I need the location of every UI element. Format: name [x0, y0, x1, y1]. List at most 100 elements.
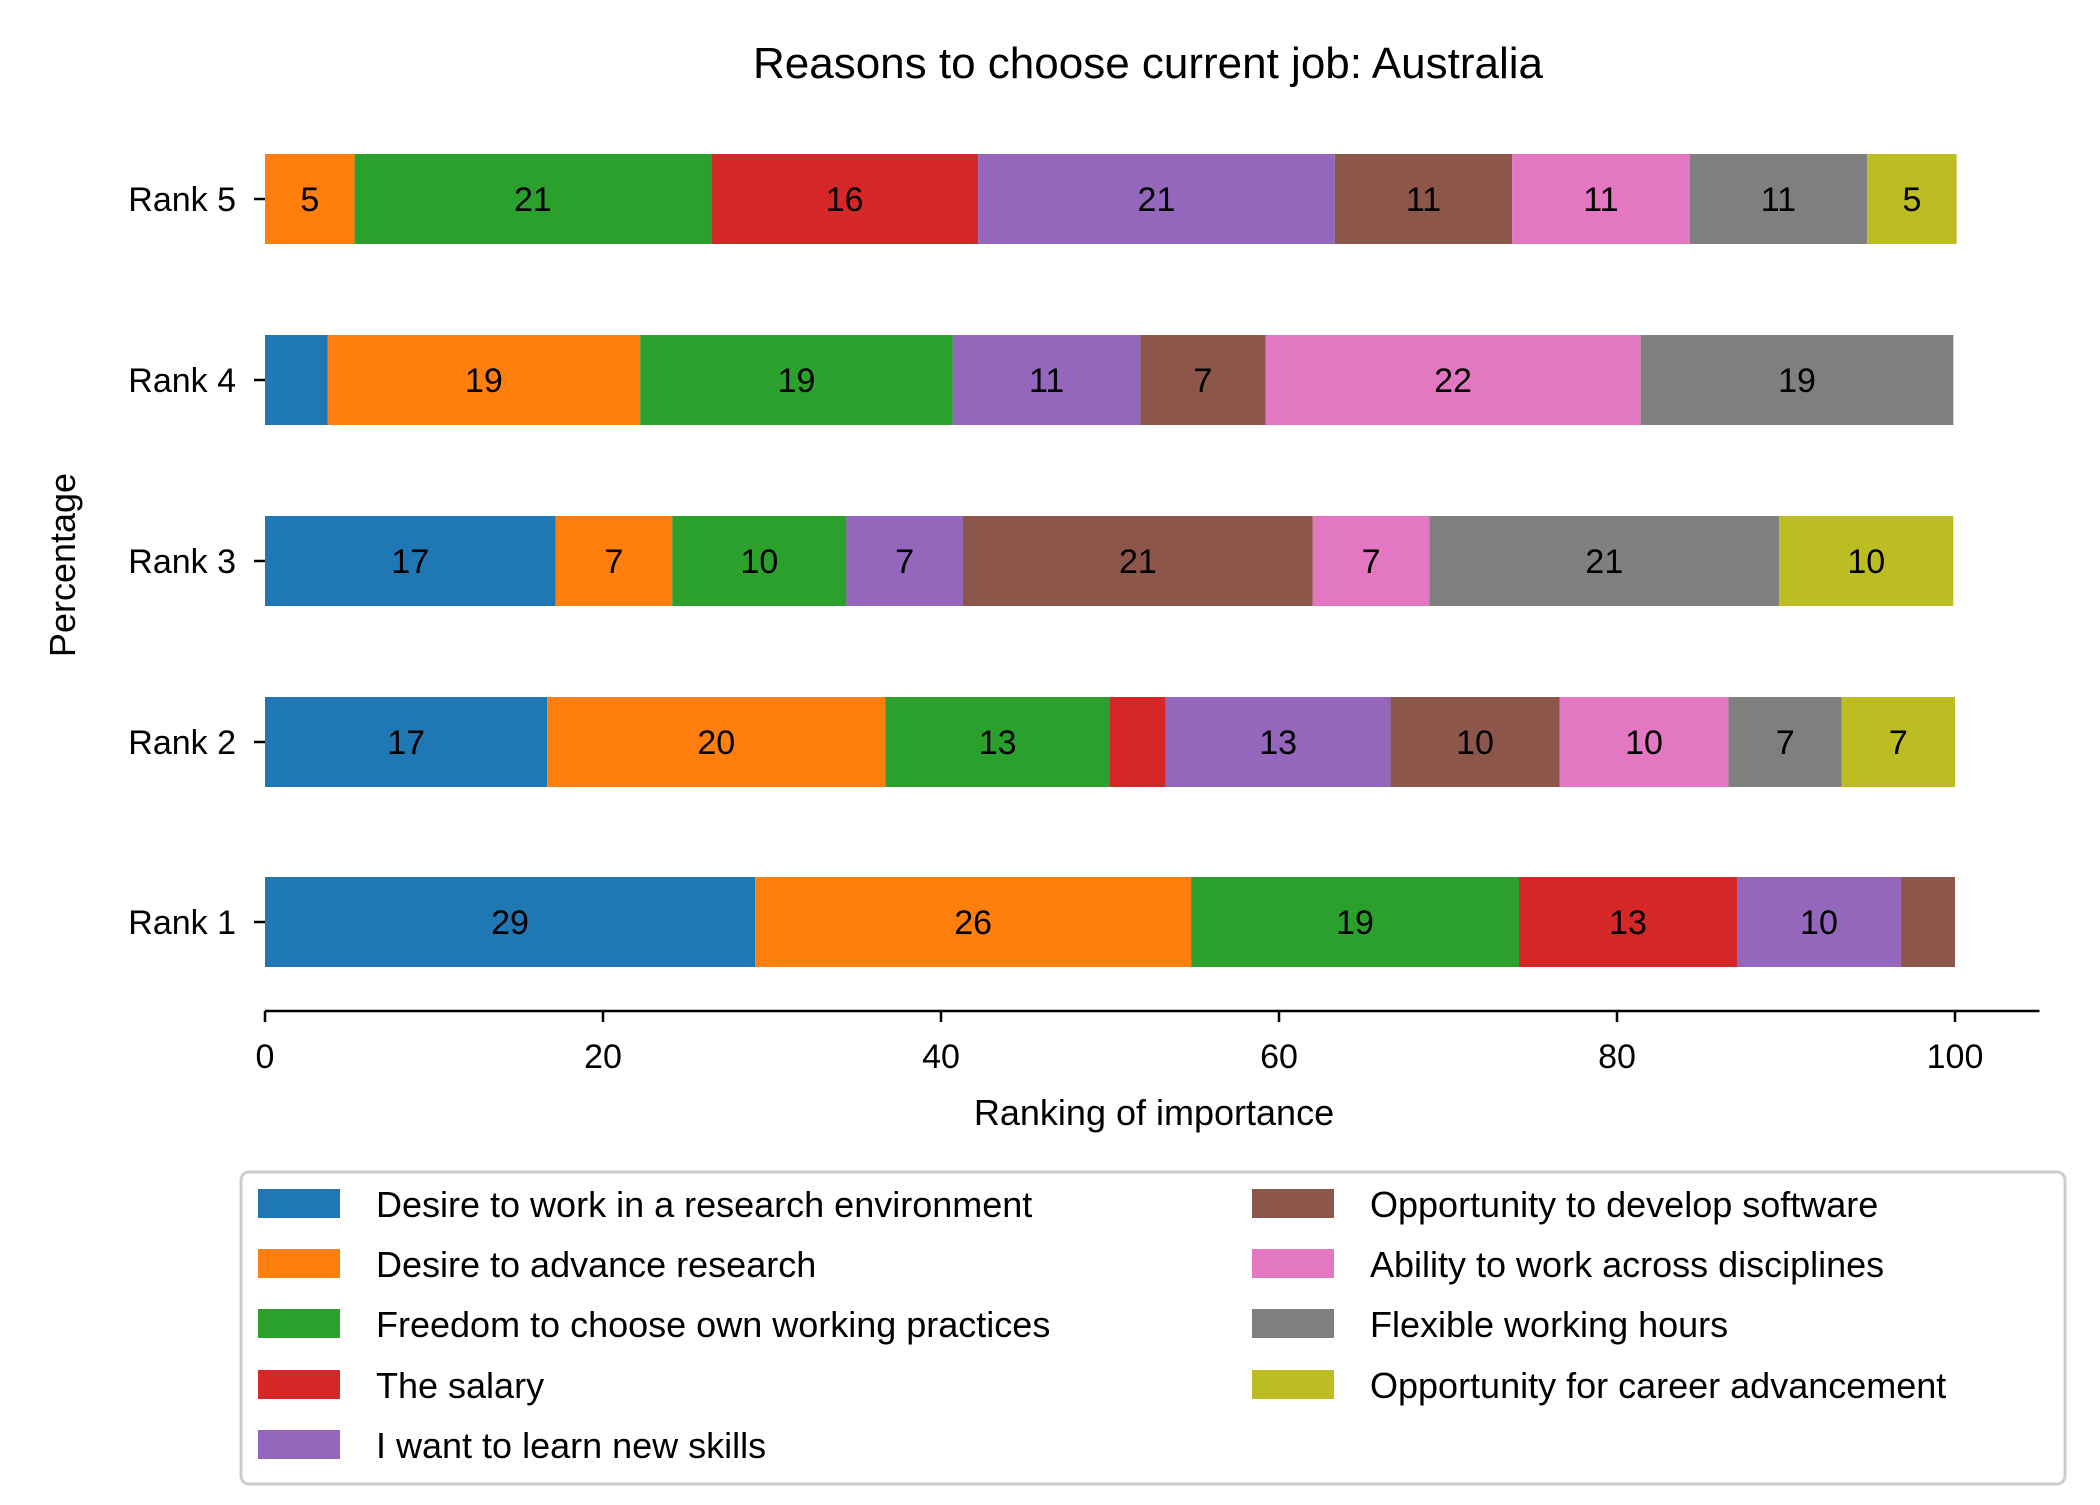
bar-data-label: 5 [300, 181, 319, 219]
y-tick-label: Rank 5 [128, 181, 236, 219]
bar-segment [265, 516, 556, 606]
y-tick-label: Rank 4 [128, 362, 236, 400]
bar-data-label: 13 [1259, 724, 1297, 762]
bar-data-label: 20 [697, 724, 735, 762]
bar-data-label: 19 [1336, 904, 1374, 942]
bar-segment [962, 516, 1313, 606]
x-axis-label: Ranking of importance [974, 1092, 1334, 1133]
bar-data-label: 10 [1800, 904, 1838, 942]
legend-swatch [1252, 1189, 1334, 1218]
bar-labels-group: 29 26 19 13 10 17 20 13 13 10 10 7 7 17 7 10 7 21 7 21 10 19 1… [300, 181, 1921, 942]
legend-swatch [1252, 1370, 1334, 1399]
legend-entry-label: Desire to work in a research environment [376, 1184, 1032, 1225]
bar-data-label: 7 [1889, 724, 1908, 762]
legend-swatch [1252, 1249, 1334, 1278]
bar-segment [1110, 697, 1166, 787]
bar-segment [952, 335, 1141, 425]
y-axis: Rank 1 Rank 2 Rank 3 Rank 4 Rank 5 [128, 181, 265, 942]
bar-data-label: 13 [1609, 904, 1647, 942]
bar-segment [711, 154, 979, 244]
legend-frame [239, 1170, 2067, 1486]
x-tick-label: 0 [256, 1038, 275, 1076]
bar-segment [1334, 154, 1513, 244]
bar-data-label: 10 [1456, 724, 1494, 762]
bar-data-label: 16 [826, 181, 864, 219]
legend-entry-label: Ability to work across disciplines [1370, 1244, 1884, 1285]
y-tick-label: Rank 2 [128, 724, 236, 762]
legend-entry-label: Desire to advance research [376, 1244, 816, 1285]
x-tick-label: 60 [1260, 1038, 1298, 1076]
bar-segment [1728, 697, 1842, 787]
bar-data-label: 10 [1847, 543, 1885, 581]
bar-segment [846, 516, 963, 606]
legend-entry-label: Opportunity to develop software [1370, 1184, 1878, 1225]
legend-swatch [258, 1309, 340, 1338]
x-tick-label: 100 [1927, 1038, 1984, 1076]
legend: Desire to work in a research environment… [239, 1170, 2067, 1486]
legend-entry-label: I want to learn new skills [376, 1425, 766, 1466]
y-tick-label: Rank 3 [128, 543, 236, 581]
bar-segment [265, 154, 355, 244]
bar-segment [640, 335, 953, 425]
bar-data-label: 26 [954, 904, 992, 942]
bar-segment [1559, 697, 1729, 787]
bar-segment [265, 335, 328, 425]
bar-data-label: 10 [1625, 724, 1663, 762]
legend-items: Desire to work in a research environment… [258, 1184, 1946, 1466]
bar-data-label: 21 [1119, 543, 1157, 581]
bar-data-label: 7 [1776, 724, 1795, 762]
bar-data-label: 21 [1585, 543, 1623, 581]
x-axis: 0 20 40 60 80 100 [256, 1009, 2040, 1076]
bar-segment [1518, 877, 1737, 967]
bar-segment [672, 516, 847, 606]
chart-title: Reasons to choose current job: Australia [753, 39, 1544, 88]
bar-data-label: 5 [1902, 181, 1921, 219]
bar-data-label: 10 [740, 543, 778, 581]
bar-segment [1841, 697, 1955, 787]
bar-data-label: 7 [1362, 543, 1381, 581]
bar-segment [265, 697, 548, 787]
bar-data-label: 7 [895, 543, 914, 581]
bar-segment [885, 697, 1110, 787]
bar-segment [1265, 335, 1641, 425]
bar-data-label: 7 [605, 543, 624, 581]
bar-segment [547, 697, 886, 787]
bar-data-label: 11 [1406, 181, 1441, 219]
legend-swatch [258, 1189, 340, 1218]
bar-data-label: 17 [387, 724, 425, 762]
bar-segment [1312, 516, 1430, 606]
y-axis-label: Percentage [42, 473, 83, 657]
y-tick-label: Rank 1 [128, 904, 236, 942]
bar-data-label: 19 [465, 362, 503, 400]
bar-segment [1640, 335, 1954, 425]
bar-segment [1390, 697, 1560, 787]
bar-segment [1165, 697, 1391, 787]
legend-entry-label: The salary [376, 1365, 544, 1406]
bar-data-label: 11 [1583, 181, 1618, 219]
legend-swatch [1252, 1309, 1334, 1338]
bar-segment [1779, 516, 1954, 606]
bar-segment [1191, 877, 1519, 967]
legend-swatch [258, 1370, 340, 1399]
bar-segment [978, 154, 1335, 244]
bar-data-label: 21 [1138, 181, 1176, 219]
bar-data-label: 19 [778, 362, 816, 400]
bars-group [265, 154, 1957, 967]
bar-segment [555, 516, 673, 606]
bar-segment [1429, 516, 1780, 606]
bar-segment [755, 877, 1192, 967]
bar-data-label: 17 [391, 543, 429, 581]
legend-entry-label: Opportunity for career advancement [1370, 1365, 1946, 1406]
bar-data-label: 13 [979, 724, 1017, 762]
bar-data-label: 22 [1434, 362, 1472, 400]
legend-swatch [258, 1249, 340, 1278]
bar-segment [327, 335, 641, 425]
bar-data-label: 11 [1029, 362, 1064, 400]
bar-segment [1512, 154, 1690, 244]
bar-segment [1689, 154, 1868, 244]
bar-data-label: 29 [491, 904, 529, 942]
bar-data-label: 21 [514, 181, 552, 219]
bar-segment [1140, 335, 1266, 425]
